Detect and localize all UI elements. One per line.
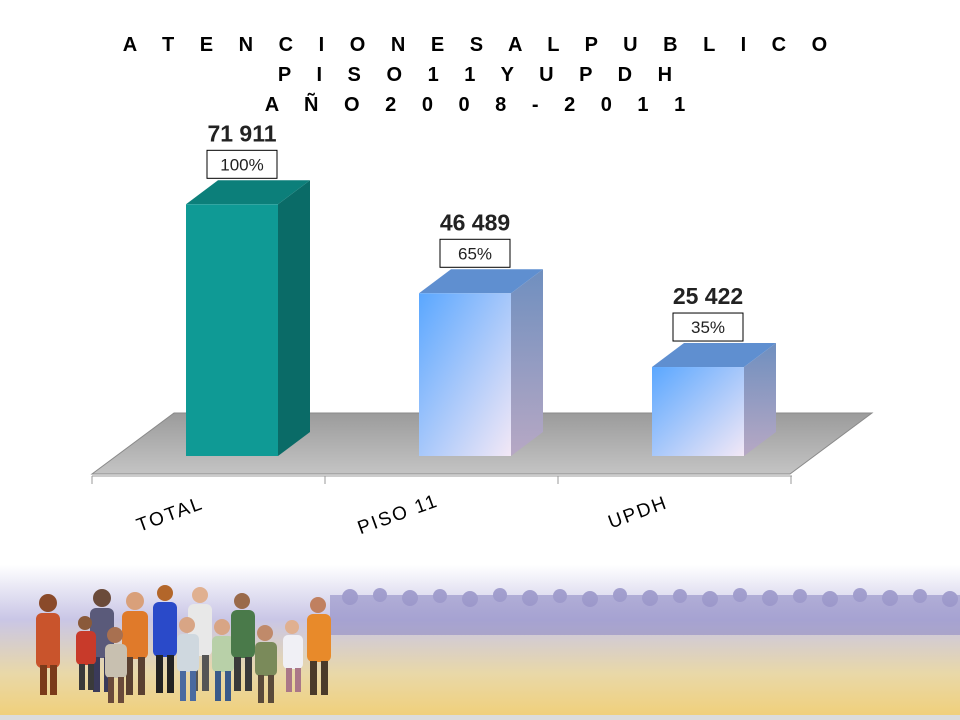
bar-top-face bbox=[652, 343, 776, 368]
x-axis-label: TOTAL bbox=[134, 493, 206, 536]
bar-chart: 100% 71 911 65% 46 489 35% 25 422 TOTAL PISO 1… bbox=[90, 120, 874, 540]
bar-front-face bbox=[652, 367, 744, 456]
value-label: 25 422 bbox=[673, 283, 743, 309]
title-line-1: A T E N C I O N E S A L P U B L I C O bbox=[122, 34, 838, 56]
bar-side-face bbox=[278, 180, 310, 456]
bar-side-face bbox=[744, 343, 776, 456]
title-line-2: P I S O 1 1 Y U P D H bbox=[277, 64, 683, 86]
bar-top-face bbox=[186, 180, 310, 205]
bar-3 bbox=[652, 343, 776, 456]
percent-label: 35% bbox=[691, 318, 725, 337]
bar-top-face bbox=[419, 269, 543, 294]
percent-label: 100% bbox=[220, 155, 263, 174]
x-axis-label: UPDH bbox=[605, 492, 670, 533]
value-label: 46 489 bbox=[440, 209, 510, 235]
title-line-3: A Ñ O 2 0 0 8 - 2 0 1 1 bbox=[264, 94, 696, 116]
value-label: 71 911 bbox=[207, 120, 276, 146]
x-axis-label: PISO 11 bbox=[355, 491, 441, 540]
percent-label: 65% bbox=[458, 244, 492, 263]
bar-side-face bbox=[511, 269, 543, 456]
bar-front-face bbox=[186, 204, 278, 456]
percent-label-box bbox=[206, 149, 278, 179]
percent-label-box bbox=[439, 238, 511, 268]
percent-label-box bbox=[672, 312, 744, 342]
bar-1 bbox=[186, 180, 310, 456]
bar-2 bbox=[419, 269, 543, 456]
bar-front-face bbox=[419, 293, 511, 456]
chart-title: A T E N C I O N E S A L P U B L I C O P … bbox=[0, 30, 960, 120]
crowd-illustration-icon bbox=[0, 565, 960, 720]
